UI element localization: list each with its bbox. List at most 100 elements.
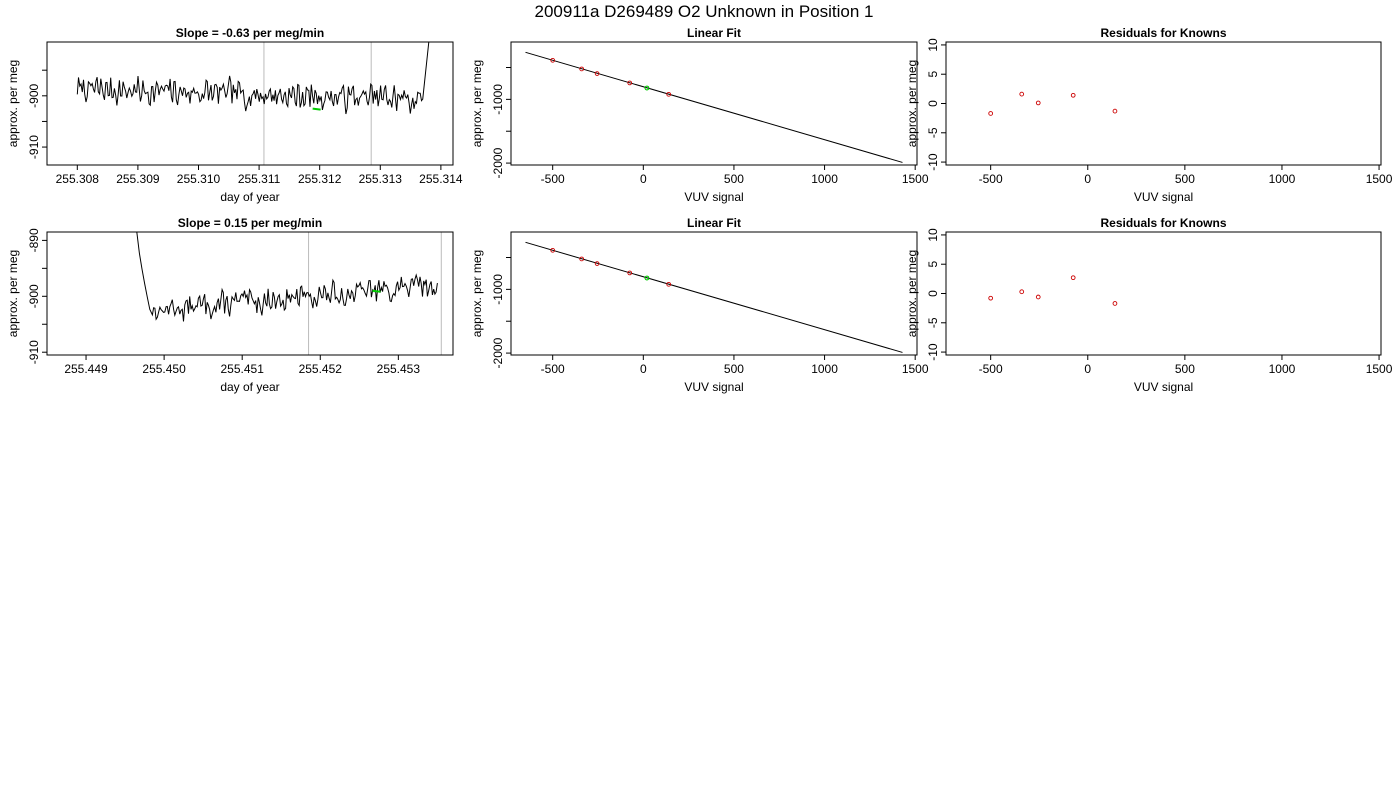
y-tick-label: 10 <box>926 228 940 242</box>
figure-title: 200911a D269489 O2 Unknown in Position 1 <box>535 2 874 21</box>
known-point <box>579 256 585 262</box>
x-tick-label: 1000 <box>1269 172 1296 186</box>
x-tick-label: 255.312 <box>298 172 342 186</box>
x-tick-label: 255.450 <box>142 362 186 376</box>
panel-trace-row1: Slope = -0.63 per meg/min 255.308 255.309 2… <box>6 26 463 204</box>
x-tick-label: 255.452 <box>299 362 343 376</box>
known-point <box>550 247 556 253</box>
y-tick-label: 5 <box>926 71 940 78</box>
known-point <box>1112 108 1118 114</box>
x-axis-label: VUV signal <box>684 190 743 204</box>
known-point <box>1019 91 1025 97</box>
known-point <box>666 281 672 287</box>
x-tick-label: 255.451 <box>220 362 264 376</box>
y-axis-label: approx. per meg <box>6 250 20 337</box>
panel-title: Linear Fit <box>687 26 741 40</box>
panel-title: Linear Fit <box>687 216 741 230</box>
x-tick-label: 255.449 <box>64 362 108 376</box>
y-tick-label: -900 <box>27 83 41 107</box>
plot-area <box>988 91 1118 116</box>
fit-line <box>525 241 903 353</box>
plot-area <box>525 241 903 353</box>
panel-fit-row2: Linear Fit -500 0 500 1000 1500 -2000 -1000 VUV … <box>470 216 929 394</box>
panel-title: Residuals for Knowns <box>1100 216 1226 230</box>
panel-title: Residuals for Knowns <box>1100 26 1226 40</box>
x-tick-label: -500 <box>541 362 565 376</box>
x-axis-label: day of year <box>220 380 279 394</box>
x-tick-label: 1000 <box>811 172 838 186</box>
known-point <box>988 295 994 301</box>
x-tick-label: 255.310 <box>177 172 221 186</box>
plot-area <box>525 51 903 163</box>
x-tick-label: -500 <box>979 172 1003 186</box>
unknown-sample-mark <box>312 107 321 111</box>
known-point <box>579 66 585 72</box>
y-axis-label: approx. per meg <box>470 250 484 337</box>
panel-title: Slope = 0.15 per meg/min <box>178 216 322 230</box>
y-tick-label: 5 <box>926 261 940 268</box>
x-tick-label: 500 <box>1175 362 1195 376</box>
panel-resid-row1: Residuals for Knowns-500 0 500 1000 1500-10-… <box>905 26 1393 204</box>
x-tick-label: 500 <box>724 172 744 186</box>
x-tick-label: 255.308 <box>56 172 100 186</box>
x-tick-label: 1500 <box>1366 362 1393 376</box>
known-point <box>988 111 994 116</box>
series-line <box>76 42 430 115</box>
unknown-sample-mark <box>372 289 381 293</box>
panel-frame <box>46 231 454 356</box>
x-tick-label: -500 <box>541 172 565 186</box>
panel-frame <box>510 41 918 166</box>
x-tick-label: 255.313 <box>359 172 403 186</box>
panel-frame <box>510 231 918 356</box>
known-point <box>627 80 633 86</box>
x-tick-label: 500 <box>724 362 744 376</box>
x-tick-label: -500 <box>979 362 1003 376</box>
x-axis-label: VUV signal <box>1134 190 1193 204</box>
known-point <box>1019 289 1025 295</box>
panel-resid-row2: Residuals for Knowns-500 0 500 1000 1500-10-… <box>905 216 1393 394</box>
x-axis-label: VUV signal <box>1134 380 1193 394</box>
panel-trace-row2: Slope = 0.15 per meg/min 255.449 255.450 25… <box>6 216 454 394</box>
x-tick-label: 255.314 <box>419 172 463 186</box>
y-axis-label: approx. per meg <box>905 60 919 147</box>
x-tick-label: 255.453 <box>377 362 421 376</box>
panel-title: Slope = -0.63 per meg/min <box>176 26 324 40</box>
known-point <box>594 261 600 266</box>
x-tick-label: 1500 <box>902 172 929 186</box>
x-tick-label: 1000 <box>811 362 838 376</box>
x-tick-label: 0 <box>640 172 647 186</box>
panel-frame <box>46 41 454 166</box>
x-axis-label: VUV signal <box>684 380 743 394</box>
y-tick-label: -910 <box>27 340 41 364</box>
y-tick-label: -1000 <box>491 274 505 305</box>
unknown-point <box>644 275 650 281</box>
panel-fit-row1: Linear Fit -500 0 500 1000 1500 -2000 -1000 VUV … <box>470 26 929 204</box>
y-tick-label: -2000 <box>491 337 505 368</box>
known-point <box>1035 294 1041 300</box>
known-point <box>594 71 600 76</box>
x-tick-label: 0 <box>640 362 647 376</box>
x-tick-label: 1500 <box>1366 172 1393 186</box>
y-tick-label: -890 <box>27 228 41 252</box>
x-tick-label: 0 <box>1084 172 1091 186</box>
panel-frame <box>945 231 1382 356</box>
known-point <box>550 57 556 63</box>
plot-area <box>988 275 1118 306</box>
x-tick-label: 1500 <box>902 362 929 376</box>
y-tick-label: -10 <box>926 153 940 171</box>
y-tick-label: -5 <box>926 127 940 138</box>
x-tick-label: 255.309 <box>116 172 160 186</box>
known-point <box>1112 301 1118 306</box>
y-tick-label: -1000 <box>491 84 505 115</box>
x-axis-label: day of year <box>220 190 279 204</box>
x-tick-label: 500 <box>1175 172 1195 186</box>
plot-area <box>136 232 442 355</box>
unknown-point <box>644 85 650 91</box>
y-tick-label: -910 <box>27 135 41 159</box>
plot-area <box>76 42 430 165</box>
y-tick-label: 10 <box>926 38 940 52</box>
y-axis-label: approx. per meg <box>905 250 919 337</box>
known-point <box>1035 100 1041 106</box>
y-tick-label: -900 <box>27 284 41 308</box>
